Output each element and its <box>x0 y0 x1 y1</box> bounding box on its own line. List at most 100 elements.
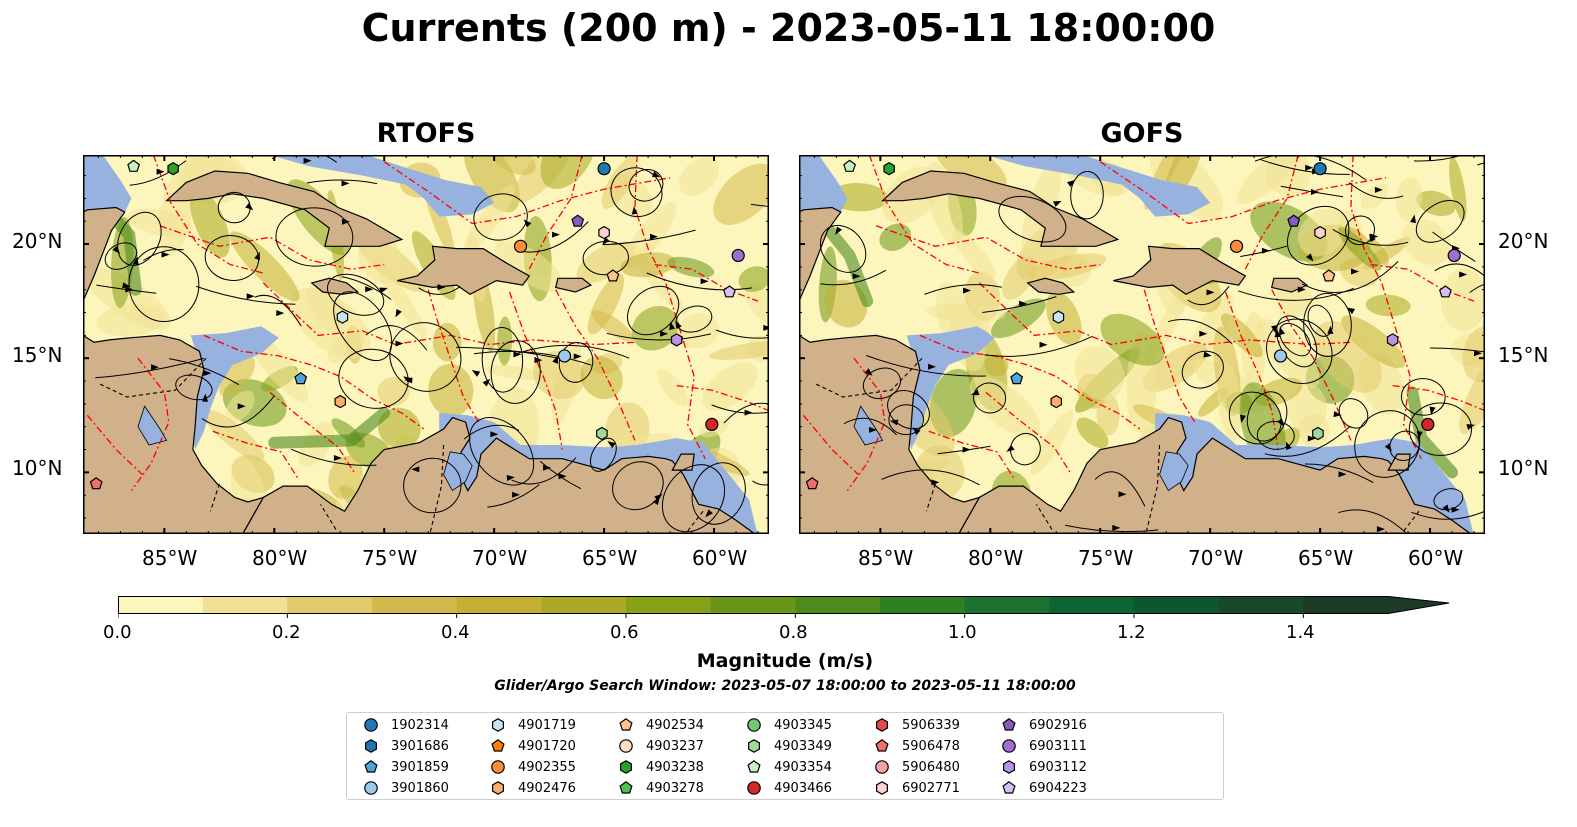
streamline-eddy <box>590 437 617 472</box>
eez-boundary <box>152 155 266 275</box>
streamline-arrow <box>607 441 616 449</box>
streamline-arrow <box>1384 443 1392 452</box>
colorbar-label: Magnitude (m/s) <box>696 650 874 672</box>
map-content <box>83 155 769 534</box>
hexagon-marker-icon <box>747 739 760 753</box>
float-3901860 <box>1273 349 1288 363</box>
colorbar-segment <box>456 596 542 614</box>
streamline-arrow <box>1277 418 1285 427</box>
circle-marker-icon <box>875 760 889 774</box>
legend-item: 1902314 <box>363 715 449 735</box>
streamline-arrow <box>161 251 170 258</box>
float-1902314 <box>597 162 611 176</box>
national-border <box>209 483 220 512</box>
streamline-arrow <box>889 419 899 426</box>
streamline-arrow <box>970 389 980 396</box>
lon-tick-70w: 70°W <box>472 546 528 570</box>
current-speed-patch <box>219 355 256 397</box>
streamline-arrow <box>254 251 260 261</box>
streamline <box>1187 285 1230 306</box>
legend-item: 4902476 <box>490 778 576 798</box>
streamline-arrow <box>1370 233 1379 240</box>
streamline-arrow <box>156 168 165 175</box>
float-6903112 <box>1386 333 1399 347</box>
streamline-eddy <box>1338 398 1369 429</box>
streamline-arrow <box>631 206 638 215</box>
current-speed-patch <box>1365 294 1411 317</box>
streamline-arrow <box>365 286 374 293</box>
legend-item: 4902355 <box>490 757 576 777</box>
current-speed-patch <box>462 184 516 255</box>
map-panel-gofs[interactable] <box>799 155 1485 534</box>
streamline <box>1168 319 1233 345</box>
streamline-arrow <box>506 475 515 482</box>
float-4903238 <box>883 162 895 176</box>
streamline-arrow <box>513 351 522 358</box>
streamline <box>1332 228 1409 246</box>
streamline-arrow <box>1199 330 1208 337</box>
eez-boundary <box>1350 155 1422 459</box>
map-panel-rtofs[interactable] <box>83 155 769 534</box>
float-4903466 <box>705 417 719 432</box>
eez-boundary <box>978 282 1354 346</box>
shallow-water <box>985 155 1211 217</box>
streamline-eddy <box>333 291 393 362</box>
streamline-eddy <box>175 374 213 401</box>
current-speed-patch <box>738 266 769 292</box>
current-speed-patch <box>657 369 689 406</box>
streamline-eddy <box>338 348 409 409</box>
streamline <box>924 284 1002 295</box>
streamline-eddy <box>469 417 535 486</box>
eez-boundary <box>203 334 425 430</box>
streamline-arrow <box>1442 504 1450 513</box>
circle-marker-icon <box>1002 739 1016 753</box>
streamline-arrow <box>1206 289 1215 296</box>
lat-tick-10n: 10°N <box>12 456 63 480</box>
current-speed-patch <box>377 376 410 406</box>
land <box>799 334 981 534</box>
streamline <box>1348 182 1404 199</box>
streamline-arrow <box>1067 180 1076 188</box>
legend-label: 4903238 <box>646 759 704 775</box>
legend-label: 5906478 <box>902 738 960 754</box>
streamline-arrow <box>864 368 873 376</box>
eez-boundary <box>928 430 1016 480</box>
streamline <box>487 484 540 508</box>
current-speed-patch <box>984 354 1009 377</box>
eez-boundary <box>985 391 1073 475</box>
streamline-arrow <box>490 431 499 438</box>
lon-tick-75w: 75°W <box>1078 546 1134 570</box>
current-speed-patch <box>709 340 769 360</box>
streamline-arrow <box>1410 214 1416 224</box>
lat-tick-15n: 15°N <box>1498 343 1549 367</box>
legend-label: 4903237 <box>646 738 704 754</box>
streamline-arrow <box>523 219 532 228</box>
legend-item: 6903112 <box>1001 757 1087 777</box>
current-speed-patch <box>952 229 996 280</box>
streamline-arrow <box>1112 524 1121 531</box>
streamline-eddy <box>1303 292 1352 357</box>
circle-marker-icon <box>364 718 378 732</box>
colorbar-tick: 0.0 <box>103 622 132 643</box>
land <box>671 453 695 471</box>
colorbar-segment <box>795 596 881 614</box>
streamline <box>511 457 577 485</box>
colorbar-outline <box>118 596 1450 614</box>
legend-label: 4903466 <box>774 780 832 796</box>
current-speed-patch <box>1440 268 1485 332</box>
legend-marker <box>1002 781 1016 794</box>
eez-boundary <box>528 155 583 270</box>
float-6902771 <box>598 225 610 240</box>
legend-item: 5906478 <box>874 736 960 756</box>
land <box>397 245 531 295</box>
streamline-arrow <box>1274 329 1281 338</box>
streamline-arrow <box>700 278 709 285</box>
national-border <box>684 510 704 534</box>
streamline-arrow <box>482 378 491 387</box>
current-speed-patch <box>1449 157 1467 222</box>
streamline-arrow <box>1271 325 1277 334</box>
streamline-eddy <box>612 461 664 511</box>
streamline-arrow <box>437 284 446 291</box>
streamline-arrow <box>122 282 131 289</box>
streamline <box>463 424 520 440</box>
